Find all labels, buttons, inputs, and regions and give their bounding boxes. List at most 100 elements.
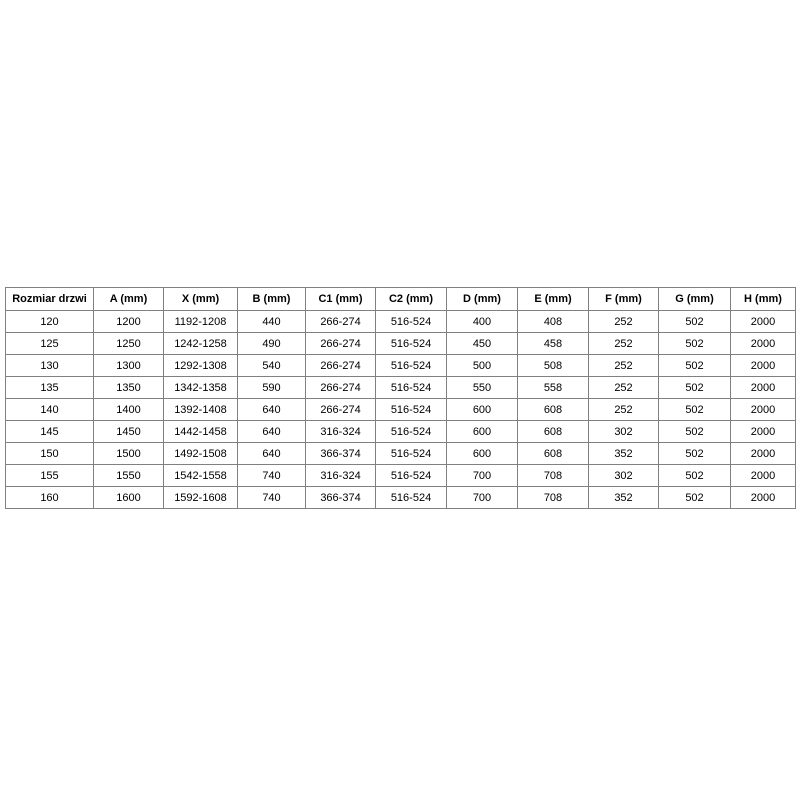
- table-cell: 266-274: [305, 376, 376, 399]
- table-header-cell: E (mm): [517, 287, 589, 311]
- table-cell: 140: [5, 398, 94, 421]
- table-header-cell: B (mm): [237, 287, 306, 311]
- table-cell: 740: [237, 464, 306, 487]
- table-row: 135 1350 1342-1358 590 266-274 516-524 550 558 2…: [5, 376, 796, 399]
- table-cell: 708: [517, 486, 589, 509]
- table-header-row: Rozmiar drzwi A (mm) X (mm) B (mm) C1 (mm) C2…: [5, 287, 796, 311]
- table-cell: 150: [5, 442, 94, 465]
- table-cell: 1500: [93, 442, 164, 465]
- door-dimensions-table-container: Rozmiar drzwi A (mm) X (mm) B (mm) C1 (mm) C2…: [5, 287, 796, 509]
- table-body: 120 1200 1192-1208 440 266-274 516-524 400 408 2…: [5, 310, 796, 509]
- table-cell: 145: [5, 420, 94, 443]
- table-cell: 516-524: [375, 442, 447, 465]
- table-cell: 130: [5, 354, 94, 377]
- table-header-cell: H (mm): [730, 287, 796, 311]
- table-cell: 608: [517, 398, 589, 421]
- table-cell: 516-524: [375, 376, 447, 399]
- table-cell: 440: [237, 310, 306, 333]
- table-cell: 608: [517, 442, 589, 465]
- table-cell: 252: [588, 354, 659, 377]
- table-cell: 2000: [730, 354, 796, 377]
- table-cell: 740: [237, 486, 306, 509]
- table-cell: 266-274: [305, 332, 376, 355]
- table-cell: 502: [658, 310, 731, 333]
- table-cell: 1600: [93, 486, 164, 509]
- table-row: 130 1300 1292-1308 540 266-274 516-524 500 508 2…: [5, 354, 796, 377]
- table-cell: 1192-1208: [163, 310, 238, 333]
- table-cell: 252: [588, 332, 659, 355]
- table-cell: 316-324: [305, 420, 376, 443]
- table-cell: 516-524: [375, 310, 447, 333]
- table-header-cell: D (mm): [446, 287, 518, 311]
- table-cell: 1400: [93, 398, 164, 421]
- table-cell: 516-524: [375, 464, 447, 487]
- table-cell: 2000: [730, 486, 796, 509]
- table-cell: 608: [517, 420, 589, 443]
- table-cell: 316-324: [305, 464, 376, 487]
- table-cell: 600: [446, 398, 518, 421]
- table-header-cell: F (mm): [588, 287, 659, 311]
- table-cell: 2000: [730, 398, 796, 421]
- table-cell: 516-524: [375, 354, 447, 377]
- table-cell: 1492-1508: [163, 442, 238, 465]
- table-cell: 252: [588, 310, 659, 333]
- table-cell: 600: [446, 442, 518, 465]
- table-header-cell: X (mm): [163, 287, 238, 311]
- table-cell: 502: [658, 442, 731, 465]
- table-cell: 700: [446, 464, 518, 487]
- table-cell: 1450: [93, 420, 164, 443]
- table-cell: 700: [446, 486, 518, 509]
- table-cell: 502: [658, 398, 731, 421]
- table-cell: 155: [5, 464, 94, 487]
- table-cell: 708: [517, 464, 589, 487]
- table-cell: 1342-1358: [163, 376, 238, 399]
- table-cell: 302: [588, 464, 659, 487]
- table-cell: 2000: [730, 332, 796, 355]
- table-cell: 600: [446, 420, 518, 443]
- table-cell: 502: [658, 486, 731, 509]
- table-cell: 516-524: [375, 420, 447, 443]
- table-row: 150 1500 1492-1508 640 366-374 516-524 600 608 3…: [5, 442, 796, 465]
- table-cell: 1200: [93, 310, 164, 333]
- table-cell: 160: [5, 486, 94, 509]
- table-cell: 266-274: [305, 398, 376, 421]
- table-row: 140 1400 1392-1408 640 266-274 516-524 600 608 2…: [5, 398, 796, 421]
- table-row: 125 1250 1242-1258 490 266-274 516-524 450 458 2…: [5, 332, 796, 355]
- table-cell: 516-524: [375, 486, 447, 509]
- table-header-cell: G (mm): [658, 287, 731, 311]
- table-cell: 1350: [93, 376, 164, 399]
- table-cell: 1542-1558: [163, 464, 238, 487]
- table-cell: 1592-1608: [163, 486, 238, 509]
- table-cell: 550: [446, 376, 518, 399]
- table-cell: 640: [237, 442, 306, 465]
- table-cell: 266-274: [305, 310, 376, 333]
- table-cell: 502: [658, 464, 731, 487]
- table-cell: 1550: [93, 464, 164, 487]
- table-cell: 502: [658, 420, 731, 443]
- table-cell: 2000: [730, 310, 796, 333]
- table-cell: 502: [658, 332, 731, 355]
- table-cell: 408: [517, 310, 589, 333]
- table-cell: 508: [517, 354, 589, 377]
- table-row: 160 1600 1592-1608 740 366-374 516-524 700 708 3…: [5, 486, 796, 509]
- table-cell: 450: [446, 332, 518, 355]
- table-cell: 502: [658, 376, 731, 399]
- table-cell: 1392-1408: [163, 398, 238, 421]
- table-cell: 1300: [93, 354, 164, 377]
- table-header-cell: C1 (mm): [305, 287, 376, 311]
- table-cell: 502: [658, 354, 731, 377]
- table-head: Rozmiar drzwi A (mm) X (mm) B (mm) C1 (mm) C2…: [5, 287, 796, 311]
- table-cell: 1442-1458: [163, 420, 238, 443]
- table-cell: 1242-1258: [163, 332, 238, 355]
- table-cell: 500: [446, 354, 518, 377]
- table-cell: 2000: [730, 442, 796, 465]
- table-cell: 490: [237, 332, 306, 355]
- door-dimensions-table: Rozmiar drzwi A (mm) X (mm) B (mm) C1 (mm) C2…: [5, 287, 796, 509]
- table-cell: 558: [517, 376, 589, 399]
- table-cell: 366-374: [305, 442, 376, 465]
- table-cell: 540: [237, 354, 306, 377]
- table-header-cell: C2 (mm): [375, 287, 447, 311]
- table-cell: 516-524: [375, 332, 447, 355]
- table-cell: 252: [588, 398, 659, 421]
